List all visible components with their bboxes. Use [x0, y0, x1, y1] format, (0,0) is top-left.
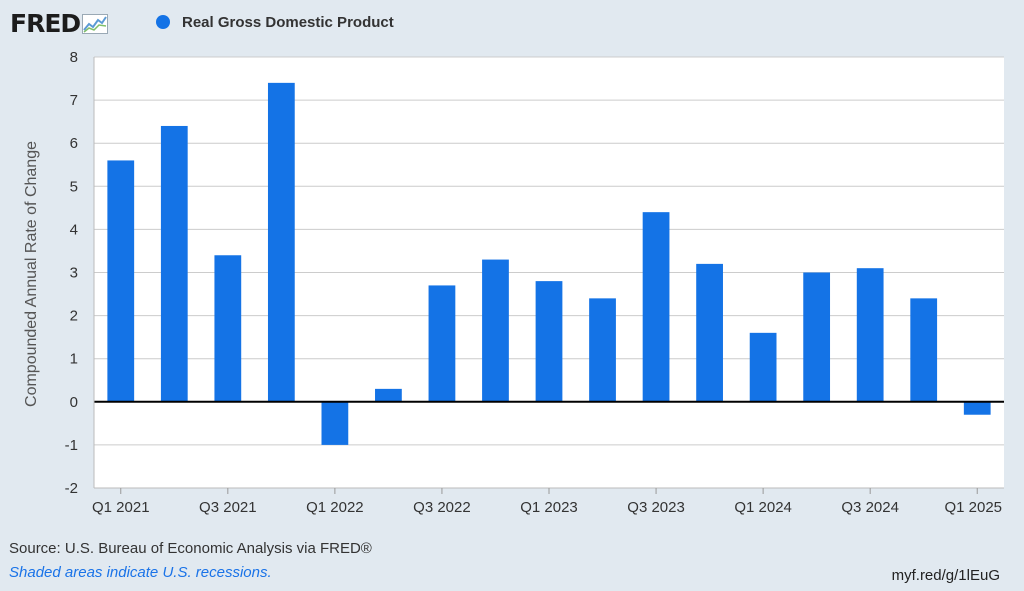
bar	[856, 268, 884, 402]
x-tick-label: Q1 2024	[734, 499, 792, 516]
bar	[749, 332, 777, 402]
x-tick-label: Q1 2023	[520, 499, 578, 516]
x-tick-label: Q3 2021	[199, 499, 257, 516]
bar	[375, 388, 402, 402]
x-tick-label: Q3 2022	[413, 499, 471, 516]
plot-area: -2 -1 0 1 2 3 4 5 6 7 8 Q1 2021 Q3 2021 Q1 2022 Q3 202…	[65, 49, 1004, 516]
y-tick-label: 3	[70, 265, 78, 282]
y-tick-label: -2	[65, 480, 78, 497]
bar	[535, 281, 563, 402]
source-text: Source: U.S. Bureau of Economic Analysis…	[9, 540, 372, 557]
bar	[696, 263, 723, 402]
bar	[963, 401, 991, 415]
legend-marker	[156, 15, 170, 29]
y-tick-label: 1	[70, 351, 78, 368]
y-axis-title: Compounded Annual Rate of Change	[23, 141, 40, 407]
y-tick-label: 8	[70, 49, 78, 66]
x-tick-label: Q1 2021	[92, 499, 150, 516]
bar	[642, 212, 670, 402]
bar	[482, 259, 509, 402]
x-tick-label: Q1 2025	[944, 499, 1002, 516]
short-url-link[interactable]: myf.red/g/1lEuG	[891, 567, 1000, 584]
chart-line-icon	[82, 14, 109, 34]
y-tick-label: 0	[70, 394, 78, 411]
bar-chart: -2 -1 0 1 2 3 4 5 6 7 8 Q1 2021 Q3 2021 Q1 2022 Q3 202…	[23, 49, 1004, 516]
x-tick-label: Q1 2022	[306, 499, 364, 516]
bar	[267, 82, 295, 402]
recession-note: Shaded areas indicate U.S. recessions.	[9, 564, 272, 581]
legend[interactable]: Real Gross Domestic Product	[156, 12, 394, 32]
y-tick-label: 2	[70, 308, 78, 325]
bar	[428, 285, 456, 402]
bar	[214, 255, 242, 402]
bar	[107, 160, 135, 402]
bar	[803, 272, 831, 402]
x-tick-label: Q3 2024	[841, 499, 899, 516]
y-tick-label: -1	[65, 437, 78, 454]
y-tick-label: 7	[70, 92, 78, 109]
legend-label: Real Gross Domestic Product	[182, 13, 394, 31]
y-tick-label: 6	[70, 135, 78, 152]
bar	[910, 298, 938, 402]
y-tick-label: 4	[70, 221, 78, 238]
bar	[160, 125, 188, 402]
y-tick-label: 5	[70, 178, 78, 195]
bar	[589, 298, 616, 402]
x-tick-label: Q3 2023	[627, 499, 685, 516]
fred-logo[interactable]: FRED	[10, 8, 109, 38]
fred-logo-text: FRED	[10, 8, 81, 38]
bar	[321, 401, 349, 445]
